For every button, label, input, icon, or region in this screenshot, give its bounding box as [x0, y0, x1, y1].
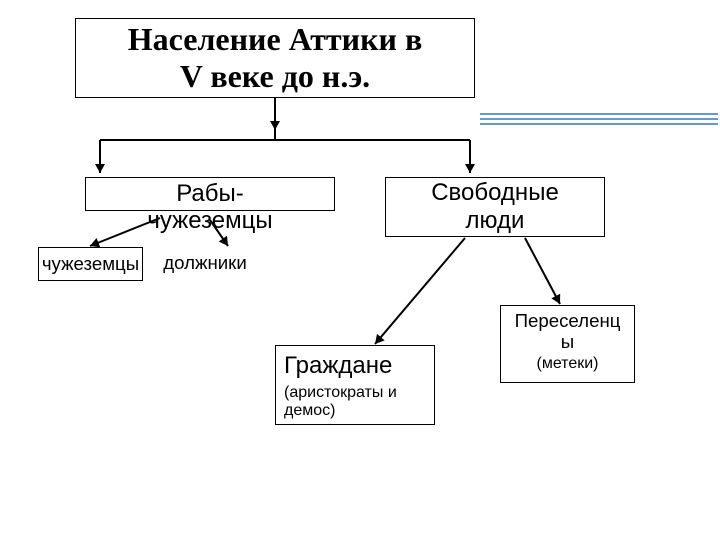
node-debtors: должники [155, 247, 255, 279]
node-debtors-text: должники [163, 252, 247, 274]
node-foreigners: чужеземцы [38, 247, 143, 281]
node-slaves-box: Рабы- [85, 177, 335, 211]
node-metics: Переселенц ы (метеки) [500, 305, 635, 383]
node-foreigners-text: чужеземцы [42, 253, 139, 274]
node-slaves-line2: чужеземцы [85, 207, 335, 235]
title-line2: V веке до н.э. [128, 58, 422, 95]
node-slaves: Рабы- чужеземцы [85, 177, 335, 237]
node-metics-note: (метеки) [501, 355, 634, 373]
title-line1: Население Аттики в [128, 21, 422, 58]
node-free-line2: люди [431, 207, 559, 235]
diagram-stage: Население Аттики в V веке до н.э. Рабы- … [0, 0, 720, 540]
node-metics-line2: ы [501, 331, 634, 352]
node-citizens: Граждане (аристократы и демос) [275, 345, 435, 425]
node-free: Свободные люди [385, 177, 605, 237]
title-box: Население Аттики в V веке до н.э. [75, 18, 475, 98]
node-citizens-title: Граждане [284, 352, 426, 380]
node-citizens-note: (аристократы и демос) [284, 384, 426, 421]
node-metics-line1: Переселенц [501, 310, 634, 331]
decor-lines [480, 113, 718, 128]
node-slaves-line1: Рабы- [176, 180, 244, 208]
node-free-line1: Свободные [431, 179, 559, 207]
